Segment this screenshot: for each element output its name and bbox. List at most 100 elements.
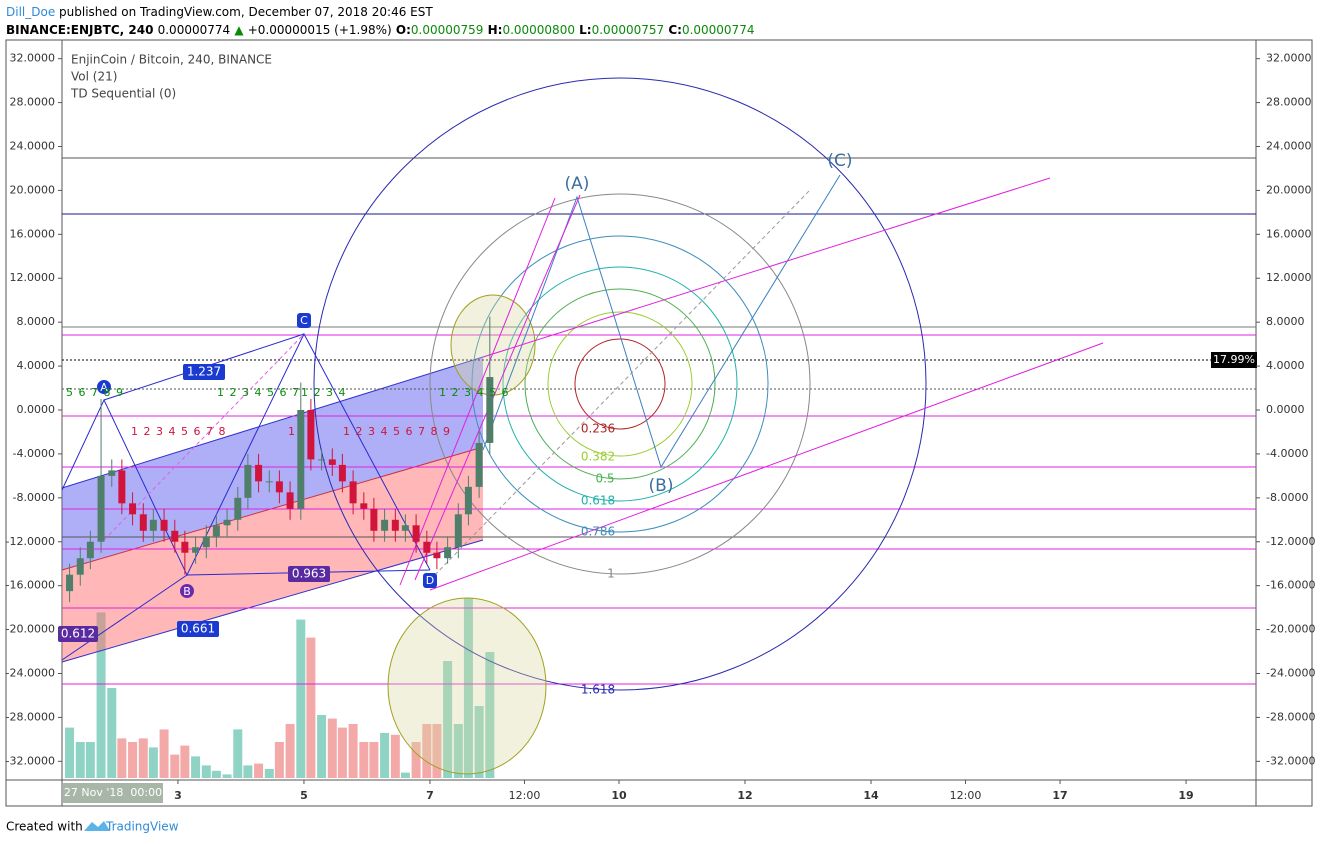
point-marker (180, 584, 194, 598)
y-tick-label: 0.0000 (17, 403, 56, 416)
candle-layer (66, 316, 494, 603)
candle-body (234, 497, 242, 520)
candle-body (76, 558, 84, 575)
candle-body (275, 481, 283, 493)
volume-bar (128, 742, 138, 778)
candle-body (181, 541, 189, 553)
y-tick-label: -16.0000 (6, 579, 55, 592)
td-count: 1 2 3 4 5 6 7 (217, 386, 300, 399)
y-tick-label: 16.0000 (1266, 227, 1312, 240)
x-tick-label: 19 (1178, 789, 1193, 802)
candle-body (412, 525, 420, 542)
fib-labels: 0.236 0.382 0.5 0.618 0.786 1 1.618 (581, 422, 615, 697)
y-tick-label: 32.0000 (1266, 52, 1312, 65)
volume-bar (75, 742, 85, 778)
volume-bar (327, 718, 337, 778)
volume-bar (390, 734, 400, 778)
candle-body (202, 536, 210, 548)
candle-body (265, 481, 273, 483)
header-line: Dill_Doe published on TradingView.com, D… (6, 5, 433, 19)
volume-bar (463, 598, 473, 778)
volume-bar (296, 619, 306, 778)
footer-brand[interactable]: TradingView (105, 820, 179, 834)
y-tick-label: -12.0000 (6, 535, 55, 548)
y-tick-label: -20.0000 (6, 623, 55, 636)
y-tick-label: 4.0000 (1266, 359, 1305, 372)
circle (502, 266, 738, 502)
circle (429, 193, 811, 575)
candle-body (307, 410, 315, 460)
x-tick-label: 3 (174, 789, 182, 802)
td-count: 1 2 3 4 5 6 7 8 9 (343, 425, 451, 438)
x-tick-label: 5 (300, 789, 308, 802)
volume-bar (369, 742, 379, 778)
ratio-box (58, 626, 98, 642)
ratio-box (183, 364, 225, 380)
y-tick-label: -20.0000 (1266, 623, 1315, 636)
y-tick-label: -24.0000 (6, 667, 55, 680)
circle (574, 338, 666, 430)
y-tick-label: 28.0000 (1266, 96, 1312, 109)
volume-bar (432, 724, 442, 778)
candle-body (118, 470, 126, 504)
point-marker (97, 380, 111, 394)
candle-body (486, 377, 494, 443)
wave-label: (B) (649, 476, 674, 496)
trend (482, 177, 1051, 358)
candle-body (381, 519, 389, 531)
candle-body (223, 519, 231, 526)
volume-bar (201, 765, 211, 778)
harmonic (61, 569, 431, 661)
y-tick-label: -8.0000 (13, 491, 55, 504)
ratio-label: 0.661 (181, 622, 215, 636)
legend-item: TD Sequential (0) (70, 87, 176, 101)
volume-bar (180, 745, 190, 778)
cursor-badge (63, 783, 163, 803)
x-tick-label: 12:00 (509, 789, 541, 802)
y-tick-label: -28.0000 (6, 710, 55, 723)
levels (62, 157, 1256, 685)
ratio-label: 1.237 (187, 365, 221, 379)
candle-body (423, 541, 431, 553)
y-tick-label: -4.0000 (1266, 447, 1308, 460)
cursor-label: 27 Nov '18 00:00 (64, 786, 162, 799)
y-tick-label: -32.0000 (1266, 754, 1315, 767)
y-tick-label: -24.0000 (1266, 667, 1315, 680)
legend-title: EnjinCoin / Bitcoin, 240, BINANCE (71, 53, 272, 67)
y-tick-label: 20.0000 (10, 183, 56, 196)
y-tick-label: 20.0000 (1266, 183, 1312, 196)
wave-label: (C) (827, 151, 852, 171)
fib-label: 1 (607, 567, 615, 581)
x-tick-label: 10 (611, 789, 627, 802)
fib-label: 0.786 (581, 525, 615, 539)
y-tick-label: -8.0000 (1266, 491, 1308, 504)
h: 0.00000800 (502, 23, 575, 37)
logo (84, 821, 110, 831)
circle (313, 77, 927, 691)
y-tick-label: -12.0000 (1266, 535, 1315, 548)
volume-bar (485, 652, 495, 778)
author-link[interactable]: Dill_Doe (6, 5, 55, 19)
point-label: B (183, 585, 191, 598)
arrow: ▲ (234, 23, 244, 37)
candle-body (149, 519, 157, 531)
candle-body (391, 519, 399, 531)
volume-bar (348, 724, 358, 778)
volume-bar (422, 724, 432, 778)
candle-body (86, 541, 94, 559)
l: 0.00000757 (592, 23, 665, 37)
fib-label: 1.618 (581, 683, 615, 697)
c-label: C: (668, 23, 682, 37)
candle-body (433, 552, 441, 559)
quote-line: BINANCE:ENJBTC, 240 0.00000774 ▲ +0.0000… (6, 23, 754, 37)
point-marker (297, 313, 311, 328)
td-labels: 5 6 7 8 9 1 2 3 4 5 6 7 1 2 3 4 1 2 3 4 … (66, 386, 508, 438)
o: 0.00000759 (411, 23, 484, 37)
y-tick-label: -16.0000 (1266, 579, 1315, 592)
price-label: 17.99% (1213, 353, 1255, 366)
candle-body (475, 442, 483, 487)
axes: 32.0000 32.0000 28.0000 28.0000 24.0000 24.00… (6, 52, 1316, 802)
volume-bar (107, 688, 117, 778)
candle-body (454, 514, 462, 548)
frame (5, 39, 1313, 807)
